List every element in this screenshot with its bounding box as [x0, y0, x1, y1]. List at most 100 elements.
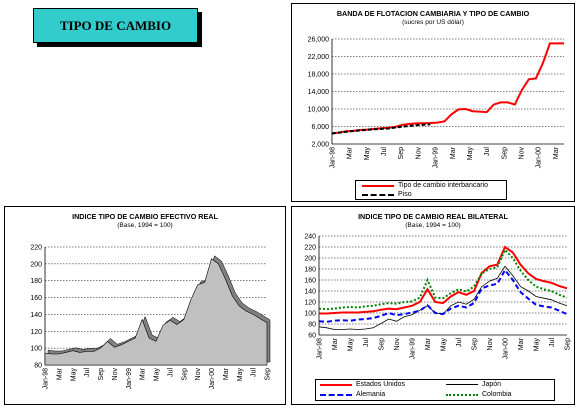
y-tick-label: 120	[30, 329, 42, 336]
x-tick-label: May	[348, 338, 355, 352]
y-tick-label: 200	[304, 256, 316, 263]
legend-label: Colombia	[482, 391, 512, 398]
x-tick-label: Mar	[223, 367, 230, 380]
x-tick-label: May	[237, 368, 244, 382]
legend-item-alemania: Alemania	[320, 391, 385, 398]
y-tick-label: 240	[304, 234, 316, 241]
x-tick-label: Mar	[425, 337, 432, 350]
x-tick-label: Sep	[398, 147, 405, 160]
series-line-piso	[331, 123, 431, 135]
x-tick-label: Jan-98	[43, 368, 50, 390]
y-tick-label: 200	[30, 261, 42, 268]
x-tick-label: Sep	[501, 147, 508, 160]
y-tick-label: 80	[308, 322, 316, 329]
x-tick-label: Jul	[251, 368, 258, 377]
legend-item-estados-unidos: Estados Unidos	[320, 381, 405, 388]
y-tick-label: 80	[34, 363, 42, 370]
band-chart-legend: Tipo de cambio interbancario Piso	[355, 180, 507, 200]
y-tick-label: 180	[30, 278, 42, 285]
x-tick-label: May	[441, 338, 448, 352]
x-tick-label: Jan-99	[126, 368, 133, 390]
bilateral-chart-title: INDICE TIPO DE CAMBIO REAL BILATERAL	[358, 212, 508, 221]
band-chart-subtitle: (sucres por US dólar)	[402, 19, 464, 26]
legend-item-piso: Piso	[362, 191, 412, 198]
x-tick-label: Jan-00	[536, 147, 543, 169]
y-tick-label: 220	[30, 245, 42, 252]
legend-swatch	[362, 193, 394, 196]
x-tick-label: Mar	[347, 146, 354, 159]
x-tick-label: Nov	[487, 338, 494, 351]
y-tick-label: 18,000	[308, 72, 330, 79]
x-tick-label: Jan-99	[433, 147, 440, 169]
bilateral-chart-subtitle: (Base, 1994 = 100)	[405, 222, 461, 229]
x-tick-label: Sep	[472, 338, 479, 351]
x-tick-label: Nov	[415, 147, 422, 160]
legend-swatch	[446, 393, 478, 396]
bilateral-chart: 60 80 100 120 140 160 180 200 220 240 Jan-98 Mar May…	[304, 234, 572, 360]
x-tick-label: May	[534, 338, 541, 352]
y-tick-label: 100	[304, 311, 316, 318]
y-tick-label: 60	[308, 333, 316, 340]
series-line-interbancario	[331, 42, 564, 135]
x-tick-label: Sep	[379, 338, 386, 351]
x-tick-label: May	[467, 147, 474, 161]
real-chart-title: INDICE TIPO DE CAMBIO EFECTIVO REAL	[72, 212, 218, 221]
x-tick-label: Jan-99	[410, 338, 417, 360]
x-tick-label: Jul	[484, 147, 491, 156]
x-tick-label: Nov	[394, 338, 401, 351]
x-tick-label: Jan-98	[317, 338, 324, 360]
y-tick-label: 140	[304, 289, 316, 296]
y-tick-label: 120	[304, 300, 316, 307]
legend-swatch	[320, 393, 352, 396]
area-series	[44, 258, 268, 366]
y-tick-label: 160	[304, 278, 316, 285]
band-chart: 2,000 6,000 10,000 14,000 18,000 22,000 26,000…	[308, 37, 564, 169]
x-tick-label: Nov	[195, 368, 202, 381]
x-tick-label: Sep	[181, 368, 188, 381]
y-tick-label: 220	[304, 245, 316, 252]
y-tick-label: 14,000	[308, 89, 330, 96]
bilateral-chart-panel: INDICE TIPO DE CAMBIO REAL BILATERAL (Ba…	[291, 206, 575, 405]
x-tick-label: Jul	[167, 368, 174, 377]
series-line-colombia	[318, 248, 568, 311]
x-tick-label: May	[70, 368, 77, 382]
y-tick-label: 140	[30, 312, 42, 319]
bilateral-chart-legend: Estados Unidos Japón Alemania Colombia	[315, 379, 555, 401]
y-tick-label: 160	[30, 295, 42, 302]
x-tick-label: Mar	[140, 367, 147, 380]
y-tick-label: 100	[30, 346, 42, 353]
x-tick-label: Jan-00	[503, 338, 510, 360]
x-tick-label: Sep	[265, 368, 272, 381]
x-tick-label: Mar	[450, 146, 457, 159]
legend-item-colombia: Colombia	[446, 391, 512, 398]
real-chart-panel: INDICE TIPO DE CAMBIO EFECTIVO REAL (Bas…	[4, 206, 286, 405]
x-tick-label: Nov	[112, 368, 119, 381]
legend-swatch	[362, 184, 394, 187]
x-tick-label: Mar	[56, 367, 63, 380]
x-tick-label: Jul	[456, 338, 463, 347]
x-tick-label: Nov	[519, 147, 526, 160]
series-line-alemania	[318, 268, 568, 323]
x-tick-label: Sep	[98, 368, 105, 381]
real-chart: 80 100 120 140 160 180 200 220 Jan-98 Mar May Jul Se…	[30, 245, 272, 390]
legend-item-interbancario: Tipo de cambio interbancario	[362, 182, 488, 189]
legend-item-japon: Japón	[446, 381, 501, 388]
x-tick-label: Jan-00	[209, 368, 216, 390]
x-tick-label: Jan-98	[330, 147, 337, 169]
x-tick-label: May	[364, 147, 371, 161]
legend-label: Piso	[398, 191, 412, 198]
y-tick-label: 26,000	[308, 37, 330, 44]
y-tick-label: 180	[304, 267, 316, 274]
series-line-estados-unidos	[319, 245, 568, 315]
x-tick-label: Jul	[549, 338, 556, 347]
band-chart-title: BANDA DE FLOTACION CAMBIARIA Y TIPO DE C…	[336, 9, 530, 18]
real-chart-subtitle: (Base, 1994 = 100)	[117, 222, 173, 229]
y-tick-label: 2,000	[311, 142, 329, 149]
legend-swatch	[320, 383, 352, 386]
x-tick-label: May	[154, 368, 161, 382]
x-tick-label: Sep	[565, 338, 572, 351]
page-title: TIPO DE CAMBIO	[33, 8, 198, 43]
y-tick-label: 22,000	[308, 54, 330, 61]
band-chart-panel: BANDA DE FLOTACION CAMBIARIA Y TIPO DE C…	[291, 3, 575, 202]
legend-label: Japón	[482, 381, 502, 388]
